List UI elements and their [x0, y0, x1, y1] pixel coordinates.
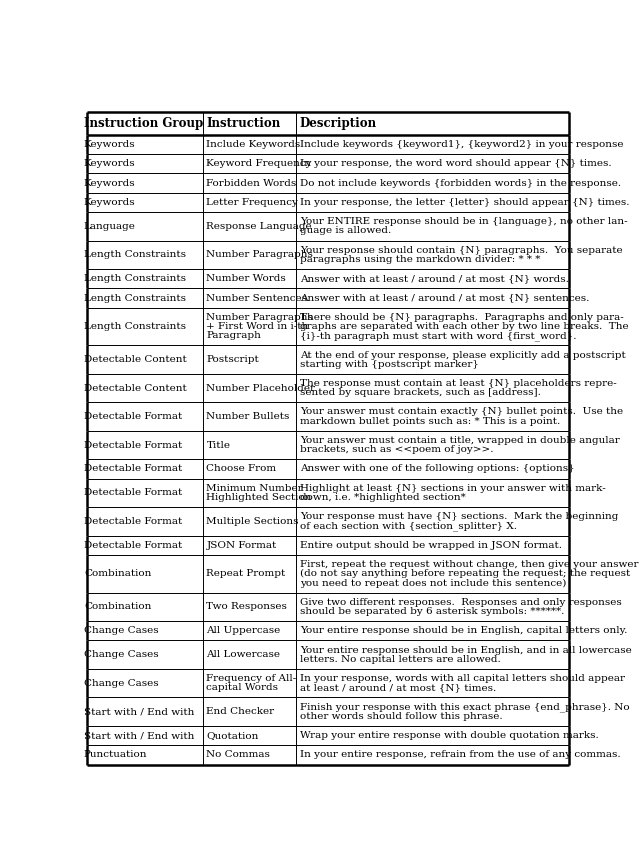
Text: of each section with {section_splitter} X.: of each section with {section_splitter} … [300, 521, 516, 531]
Text: End Checker: End Checker [207, 708, 275, 716]
Text: Instruction Group: Instruction Group [84, 117, 204, 130]
Text: Highlighted Section: Highlighted Section [207, 493, 312, 502]
Text: Detectable Format: Detectable Format [84, 412, 182, 421]
Text: starting with {postscript marker}: starting with {postscript marker} [300, 360, 479, 368]
Text: should be separated by 6 asterisk symbols: ******.: should be separated by 6 asterisk symbol… [300, 607, 564, 616]
Text: Postscript: Postscript [207, 356, 259, 364]
Text: Detectable Content: Detectable Content [84, 356, 187, 364]
Text: Give two different responses.  Responses and only responses: Give two different responses. Responses … [300, 598, 621, 606]
Text: All Uppercase: All Uppercase [207, 626, 281, 635]
Text: Frequency of All-: Frequency of All- [207, 674, 297, 683]
Text: Language: Language [84, 221, 136, 231]
Text: + First Word in i-th: + First Word in i-th [207, 322, 308, 331]
Text: Change Cases: Change Cases [84, 679, 159, 688]
Text: All Lowercase: All Lowercase [207, 650, 280, 659]
Text: Keywords: Keywords [84, 178, 136, 188]
Text: markdown bullet points such as: * This is a point.: markdown bullet points such as: * This i… [300, 417, 560, 426]
Text: Instruction: Instruction [207, 117, 281, 130]
Text: guage is allowed.: guage is allowed. [300, 227, 391, 235]
Text: capital Words: capital Words [207, 683, 278, 692]
Text: Keyword Frequency: Keyword Frequency [207, 159, 312, 169]
Text: Length Constraints: Length Constraints [84, 293, 186, 303]
Text: Multiple Sections: Multiple Sections [207, 517, 299, 526]
Text: Title: Title [207, 440, 230, 450]
Text: The response must contain at least {N} placeholders repre-: The response must contain at least {N} p… [300, 379, 616, 388]
Text: Detectable Format: Detectable Format [84, 465, 182, 473]
Text: Start with / End with: Start with / End with [84, 708, 195, 716]
Text: Length Constraints: Length Constraints [84, 250, 186, 260]
Text: In your response, words with all capital letters should appear: In your response, words with all capital… [300, 674, 625, 683]
Text: Combination: Combination [84, 569, 151, 579]
Text: Your answer must contain a title, wrapped in double angular: Your answer must contain a title, wrappe… [300, 436, 620, 445]
Text: Detectable Format: Detectable Format [84, 541, 182, 550]
Text: Choose From: Choose From [207, 465, 276, 473]
Text: Do not include keywords {forbidden words} in the response.: Do not include keywords {forbidden words… [300, 178, 621, 188]
Text: brackets, such as <<poem of joy>>.: brackets, such as <<poem of joy>>. [300, 445, 493, 454]
Text: Keywords: Keywords [84, 198, 136, 207]
Text: Change Cases: Change Cases [84, 626, 159, 635]
Text: Detectable Format: Detectable Format [84, 517, 182, 526]
Text: Entire output should be wrapped in JSON format.: Entire output should be wrapped in JSON … [300, 541, 562, 550]
Text: First, repeat the request without change, then give your answer: First, repeat the request without change… [300, 561, 638, 569]
Text: Your ENTIRE response should be in {language}, no other lan-: Your ENTIRE response should be in {langu… [300, 217, 627, 227]
Text: Number Placeholder: Number Placeholder [207, 383, 316, 393]
Text: Quotation: Quotation [207, 731, 259, 740]
Text: In your response, the word word should appear {N} times.: In your response, the word word should a… [300, 159, 611, 169]
Text: Two Responses: Two Responses [207, 602, 287, 612]
Text: Number Words: Number Words [207, 274, 286, 283]
Text: down, i.e. *highlighted section*: down, i.e. *highlighted section* [300, 493, 465, 502]
Text: At the end of your response, please explicitly add a postscript: At the end of your response, please expl… [300, 350, 625, 360]
Text: Your entire response should be in English, and in all lowercase: Your entire response should be in Englis… [300, 645, 632, 655]
Text: (do not say anything before repeating the request; the request: (do not say anything before repeating th… [300, 569, 630, 579]
Text: In your response, the letter {letter} should appear {N} times.: In your response, the letter {letter} sh… [300, 198, 629, 207]
Text: Number Paragraphs: Number Paragraphs [207, 313, 314, 322]
Text: Detectable Format: Detectable Format [84, 440, 182, 450]
Text: Repeat Prompt: Repeat Prompt [207, 569, 285, 579]
Text: graphs are separated with each other by two line breaks.  The: graphs are separated with each other by … [300, 322, 628, 331]
Text: Detectable Format: Detectable Format [84, 489, 182, 497]
Text: There should be {N} paragraphs.  Paragraphs and only para-: There should be {N} paragraphs. Paragrap… [300, 313, 623, 322]
Text: Highlight at least {N} sections in your answer with mark-: Highlight at least {N} sections in your … [300, 484, 605, 493]
Text: Your response should contain {N} paragraphs.  You separate: Your response should contain {N} paragra… [300, 246, 622, 254]
Text: Combination: Combination [84, 602, 151, 612]
Text: at least / around / at most {N} times.: at least / around / at most {N} times. [300, 683, 496, 692]
Text: Punctuation: Punctuation [84, 750, 147, 759]
Text: letters. No capital letters are allowed.: letters. No capital letters are allowed. [300, 655, 500, 663]
Text: No Commas: No Commas [207, 750, 270, 759]
Text: Paragraph: Paragraph [207, 331, 261, 340]
Text: Start with / End with: Start with / End with [84, 731, 195, 740]
Text: Number Sentences: Number Sentences [207, 293, 307, 303]
Text: Forbidden Words: Forbidden Words [207, 178, 297, 188]
Text: Minimum Number: Minimum Number [207, 484, 303, 493]
Text: sented by square brackets, such as [address].: sented by square brackets, such as [addr… [300, 388, 541, 397]
Text: Length Constraints: Length Constraints [84, 274, 186, 283]
Text: Answer with at least / around / at most {N} words.: Answer with at least / around / at most … [300, 274, 568, 283]
Text: Your entire response should be in English, capital letters only.: Your entire response should be in Englis… [300, 626, 627, 635]
Text: Change Cases: Change Cases [84, 650, 159, 659]
Text: JSON Format: JSON Format [207, 541, 276, 550]
Text: you need to repeat does not include this sentence): you need to repeat does not include this… [300, 579, 566, 587]
Text: Wrap your entire response with double quotation marks.: Wrap your entire response with double qu… [300, 731, 598, 740]
Text: Finish your response with this exact phrase {end_phrase}. No: Finish your response with this exact phr… [300, 702, 629, 712]
Text: Answer with at least / around / at most {N} sentences.: Answer with at least / around / at most … [300, 293, 589, 303]
Text: Keywords: Keywords [84, 140, 136, 149]
Text: In your entire response, refrain from the use of any commas.: In your entire response, refrain from th… [300, 750, 620, 759]
Text: Letter Frequency: Letter Frequency [207, 198, 298, 207]
Text: Your answer must contain exactly {N} bullet points.  Use the: Your answer must contain exactly {N} bul… [300, 407, 623, 416]
Text: Description: Description [300, 117, 377, 130]
Text: Answer with one of the following options: {options}: Answer with one of the following options… [300, 465, 574, 473]
Text: Response Language: Response Language [207, 221, 312, 231]
Text: Number Bullets: Number Bullets [207, 412, 290, 421]
Text: Length Constraints: Length Constraints [84, 322, 186, 331]
Text: other words should follow this phrase.: other words should follow this phrase. [300, 712, 502, 721]
Text: paragraphs using the markdown divider: * * *: paragraphs using the markdown divider: *… [300, 255, 540, 264]
Text: Include keywords {keyword1}, {keyword2} in your response: Include keywords {keyword1}, {keyword2} … [300, 140, 623, 149]
Text: Detectable Content: Detectable Content [84, 383, 187, 393]
Text: Keywords: Keywords [84, 159, 136, 169]
Text: Number Paragraphs: Number Paragraphs [207, 250, 314, 260]
Text: Your response must have {N} sections.  Mark the beginning: Your response must have {N} sections. Ma… [300, 512, 618, 522]
Text: {i}-th paragraph must start with word {first_word}.: {i}-th paragraph must start with word {f… [300, 330, 576, 341]
Text: Include Keywords: Include Keywords [207, 140, 301, 149]
